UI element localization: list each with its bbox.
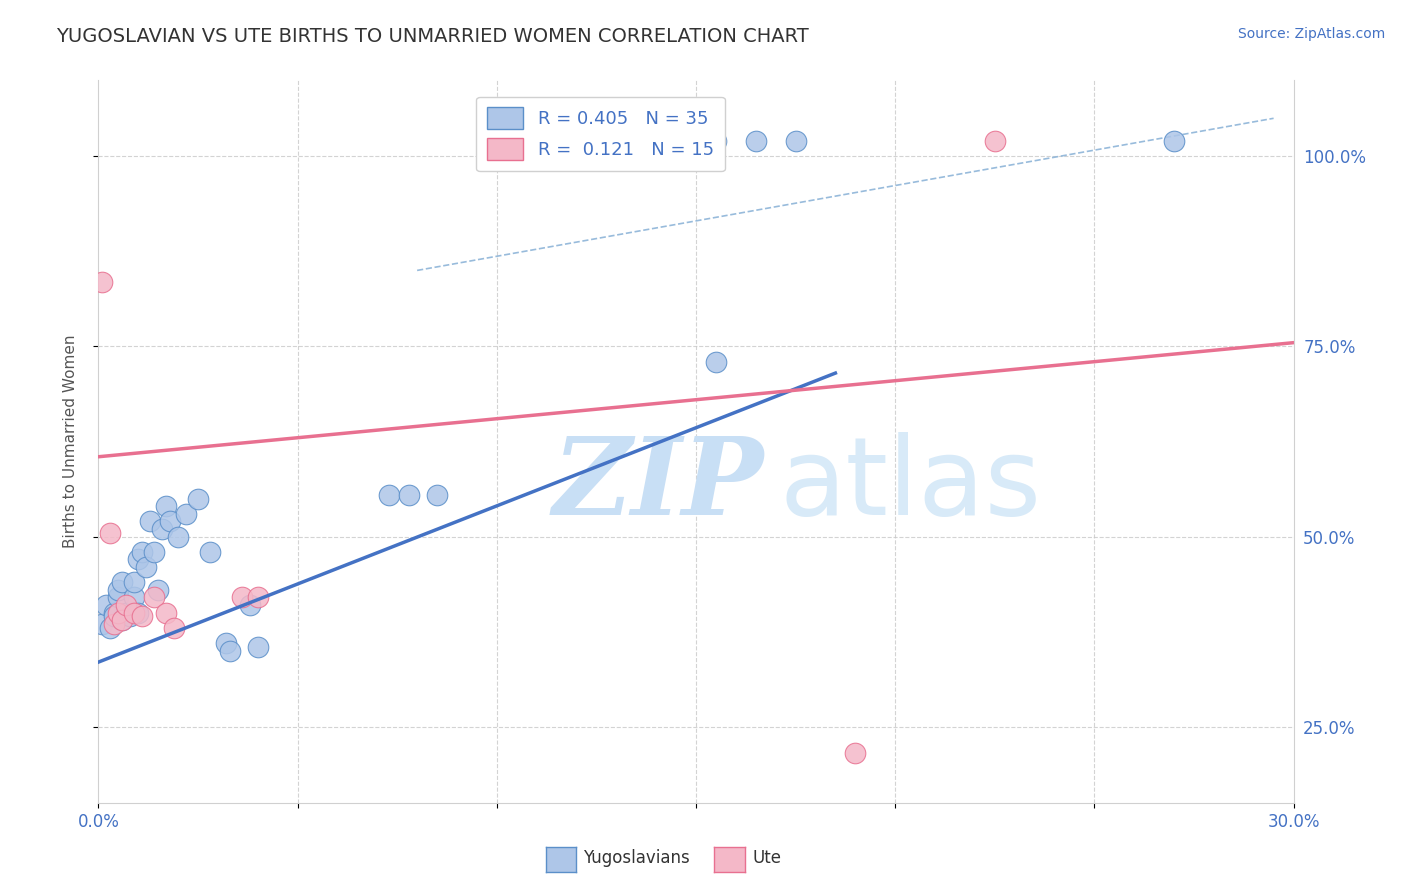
Text: Yugoslavians: Yugoslavians (583, 849, 690, 867)
Point (159, 515, 181, 529)
Text: YUGOSLAVIAN VS UTE BIRTHS TO UNMARRIED WOMEN CORRELATION CHART: YUGOSLAVIAN VS UTE BIRTHS TO UNMARRIED W… (56, 27, 808, 45)
Point (124, 591, 146, 605)
Point (187, 491, 209, 506)
Point (155, 606, 177, 620)
Point (98, 621, 122, 635)
Point (115, 598, 138, 612)
Point (111, 613, 134, 627)
Legend: R = 0.405   N = 35, R =  0.121   N = 15: R = 0.405 N = 35, R = 0.121 N = 15 (477, 96, 724, 171)
Text: Ute: Ute (752, 849, 782, 867)
Point (111, 613, 134, 627)
Point (131, 609, 153, 624)
Point (745, 134, 768, 148)
Point (120, 609, 142, 624)
Point (143, 545, 166, 559)
Point (215, 636, 238, 650)
Point (246, 640, 269, 654)
Point (135, 560, 157, 574)
Point (239, 598, 262, 612)
Point (103, 606, 125, 620)
Point (246, 591, 269, 605)
Point (605, 134, 627, 148)
Point (398, 488, 420, 502)
Point (124, 575, 146, 590)
Point (98, 525, 122, 540)
Point (378, 488, 401, 502)
Point (124, 606, 146, 620)
Point (131, 545, 153, 559)
Point (426, 488, 449, 502)
Point (163, 621, 186, 635)
Point (844, 747, 866, 761)
Point (167, 530, 190, 544)
Point (704, 354, 727, 368)
Point (155, 499, 177, 513)
Point (231, 591, 253, 605)
Point (91, 275, 114, 289)
Point (127, 606, 149, 620)
Text: ZIP: ZIP (553, 432, 763, 538)
Point (150, 522, 173, 536)
Point (174, 507, 197, 521)
Point (107, 591, 129, 605)
Point (103, 617, 125, 632)
Point (96, 598, 118, 612)
Point (115, 606, 138, 620)
Y-axis label: Births to Unmarried Women: Births to Unmarried Women (63, 334, 77, 549)
Point (143, 591, 166, 605)
Point (139, 515, 162, 529)
Point (1163, 134, 1185, 148)
Text: Source: ZipAtlas.com: Source: ZipAtlas.com (1237, 27, 1385, 41)
Point (198, 545, 221, 559)
Text: atlas: atlas (779, 432, 1042, 538)
Point (103, 609, 125, 624)
Point (107, 582, 129, 597)
Point (91, 617, 114, 632)
Point (148, 582, 170, 597)
Point (546, 134, 568, 148)
Point (785, 134, 807, 148)
Point (704, 134, 727, 148)
Point (219, 643, 242, 657)
Point (111, 575, 134, 590)
Point (107, 606, 129, 620)
Point (984, 134, 1007, 148)
Point (127, 552, 149, 566)
